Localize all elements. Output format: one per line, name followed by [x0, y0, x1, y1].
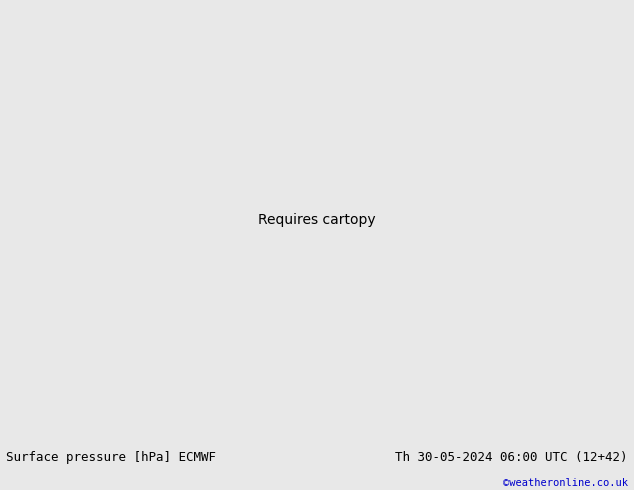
Text: ©weatheronline.co.uk: ©weatheronline.co.uk [503, 477, 628, 488]
Text: Th 30-05-2024 06:00 UTC (12+42): Th 30-05-2024 06:00 UTC (12+42) [395, 451, 628, 464]
Text: Requires cartopy: Requires cartopy [258, 213, 376, 227]
Text: Surface pressure [hPa] ECMWF: Surface pressure [hPa] ECMWF [6, 451, 216, 464]
